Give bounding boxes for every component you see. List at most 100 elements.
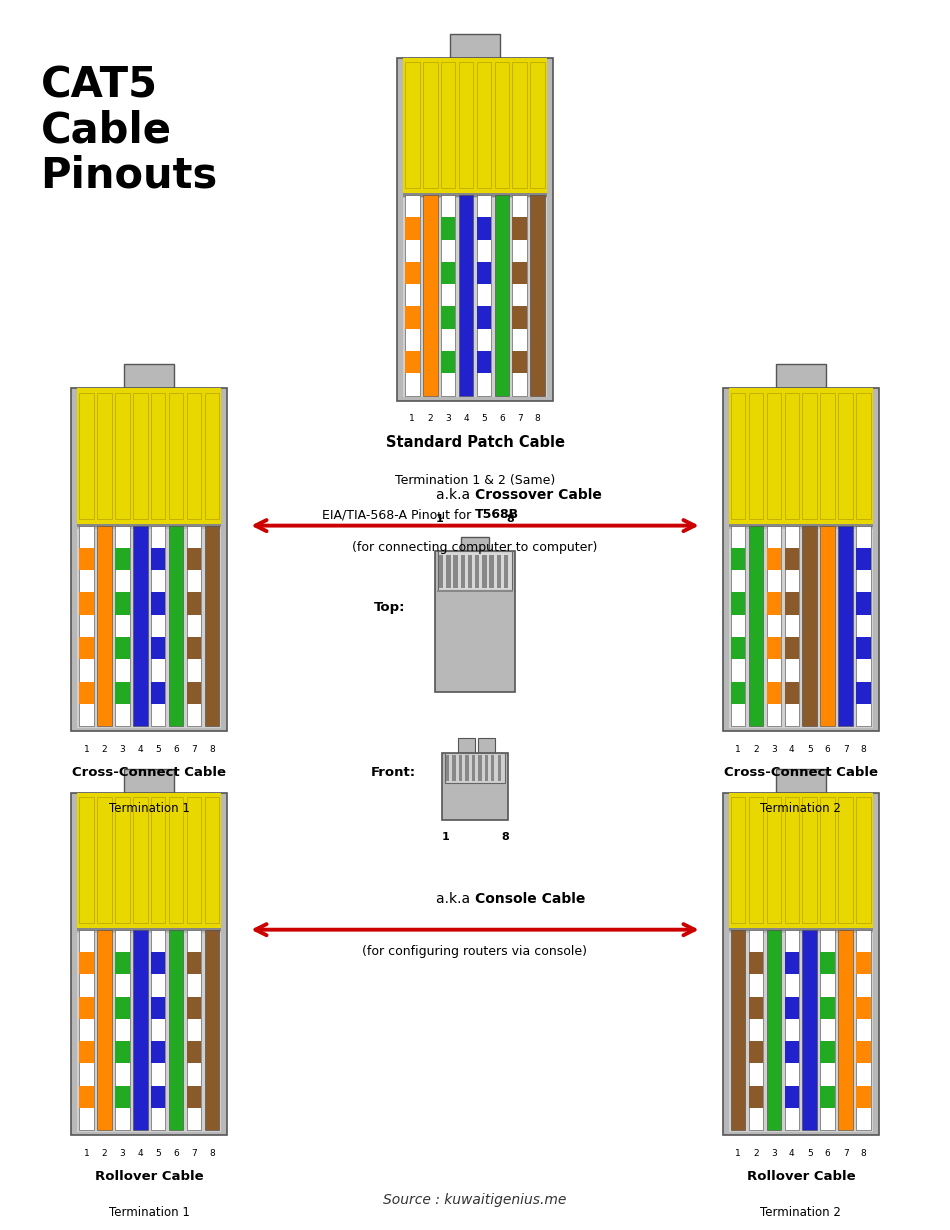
Bar [186, 996, 201, 1018]
Text: 6: 6 [825, 1149, 830, 1159]
Bar [731, 525, 746, 726]
Bar [530, 62, 545, 188]
Bar [512, 62, 527, 188]
Bar [151, 797, 165, 922]
Bar [477, 262, 491, 284]
Bar [730, 524, 872, 528]
Bar [483, 555, 486, 588]
Text: 8: 8 [861, 745, 866, 754]
Bar [79, 797, 94, 922]
Bar [730, 927, 872, 931]
Text: 4: 4 [138, 745, 143, 754]
Bar [423, 62, 438, 188]
Bar [856, 952, 871, 974]
Bar [115, 547, 129, 571]
Bar [530, 196, 545, 396]
Bar [498, 755, 501, 781]
Text: Termination 1: Termination 1 [108, 802, 190, 815]
Bar [749, 1086, 764, 1108]
Text: 3: 3 [120, 745, 125, 754]
Text: 1: 1 [442, 833, 449, 843]
Bar [169, 930, 183, 1130]
Text: Termination 2: Termination 2 [760, 1207, 842, 1219]
Bar [785, 547, 799, 571]
Bar [439, 555, 444, 588]
Text: 7: 7 [191, 1149, 197, 1159]
Bar [512, 351, 527, 373]
Bar [477, 62, 491, 188]
Bar [115, 952, 129, 974]
Text: 7: 7 [191, 745, 197, 754]
Bar [731, 930, 746, 1130]
Bar [124, 769, 174, 792]
Bar [115, 797, 129, 922]
Bar [186, 593, 201, 615]
Bar [785, 1086, 799, 1108]
Text: 3: 3 [120, 1149, 125, 1159]
Bar [204, 525, 219, 726]
Bar [749, 797, 764, 922]
Text: 8: 8 [535, 415, 541, 423]
Bar [467, 555, 472, 588]
Bar [838, 392, 853, 519]
Bar [731, 593, 746, 615]
Text: 5: 5 [155, 745, 161, 754]
Bar [151, 525, 165, 726]
Bar [803, 930, 817, 1130]
Bar [204, 797, 219, 922]
Bar [495, 196, 509, 396]
Bar [785, 637, 799, 659]
Bar [405, 62, 420, 188]
Text: Top:: Top: [373, 600, 405, 614]
Text: Termination 1: Termination 1 [108, 1207, 190, 1219]
Text: (for configuring routers via console): (for configuring routers via console) [363, 945, 587, 958]
Bar [767, 681, 781, 704]
Bar [97, 525, 112, 726]
Text: 6: 6 [173, 745, 179, 754]
Bar [477, 196, 491, 396]
Bar [767, 930, 781, 1130]
Text: 3: 3 [771, 745, 777, 754]
Text: Crossover Cable: Crossover Cable [475, 488, 602, 502]
Bar [767, 525, 781, 726]
Bar [452, 755, 456, 781]
Text: Cross-Connect Cable: Cross-Connect Cable [72, 765, 226, 779]
Bar [151, 681, 165, 704]
Text: 1: 1 [409, 415, 415, 423]
Text: Rollover Cable: Rollover Cable [95, 1170, 203, 1183]
Bar [78, 792, 220, 930]
Text: 7: 7 [843, 745, 848, 754]
Bar [497, 555, 501, 588]
Bar [730, 529, 872, 728]
Bar [821, 392, 835, 519]
Bar [785, 681, 799, 704]
Bar [461, 536, 489, 551]
Bar [79, 637, 94, 659]
Bar [749, 525, 764, 726]
Bar [79, 547, 94, 571]
Bar [133, 797, 147, 922]
Bar [115, 392, 129, 519]
Bar [186, 1041, 201, 1064]
Bar [446, 555, 450, 588]
Bar [169, 797, 183, 922]
Bar [749, 1041, 764, 1064]
Text: EIA/TIA-568-A Pinout for: EIA/TIA-568-A Pinout for [322, 508, 475, 522]
Text: Rollover Cable: Rollover Cable [747, 1170, 855, 1183]
Bar [186, 797, 201, 922]
Bar [71, 389, 227, 732]
Bar [856, 930, 871, 1130]
Bar [405, 262, 420, 284]
Bar [397, 58, 553, 401]
Bar [79, 681, 94, 704]
Bar [821, 1086, 835, 1108]
Text: CAT5
Cable
Pinouts: CAT5 Cable Pinouts [41, 64, 218, 197]
Bar [78, 529, 220, 728]
Bar [115, 930, 129, 1130]
Text: 4: 4 [789, 745, 795, 754]
Text: 8: 8 [501, 833, 508, 843]
Bar [856, 525, 871, 726]
Text: 7: 7 [517, 415, 523, 423]
Bar [405, 196, 420, 396]
Bar [97, 930, 112, 1130]
